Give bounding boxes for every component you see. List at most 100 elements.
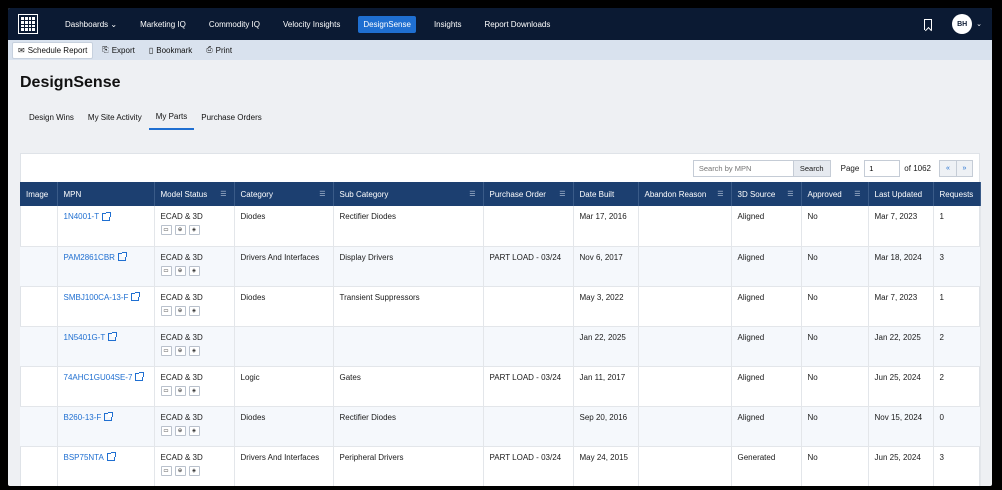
filter-icon[interactable]: ☰ [717, 191, 724, 198]
col-category[interactable]: Category ☰ [234, 182, 334, 206]
filter-icon[interactable]: ☰ [220, 191, 227, 198]
top-nav: Dashboards ⌄ Marketing IQ Commodity IQ V… [8, 8, 992, 40]
mpn-link[interactable]: BSP75NTA [63, 452, 116, 462]
printer-icon: ⎙ [206, 45, 213, 54]
col-model-status[interactable]: Model Status ☰ [154, 182, 235, 206]
prev-page-button[interactable]: « [940, 160, 956, 176]
table-row[interactable]: SMBJ100CA-13-F ECAD & 3D ▭ ⊕ ◈ Diodes Transien… [20, 286, 981, 327]
3d-model-icon[interactable]: ◈ [188, 465, 200, 476]
symbol-icon[interactable]: ⊕ [174, 345, 186, 356]
footprint-icon[interactable]: ▭ [160, 225, 172, 235]
table-row[interactable]: PAM2861CBR ECAD & 3D ▭ ⊕ ◈ Drivers And Interf… [20, 246, 981, 287]
cell-status: ECAD & 3D ▭ ⊕ ◈ [154, 246, 235, 287]
mpn-link[interactable]: SMBJ100CA-13-F [64, 292, 141, 302]
table-row[interactable]: B260-13-F ECAD & 3D ▭ ⊕ ◈ Diodes Rectifier Dio… [20, 406, 981, 447]
table-row[interactable]: 74AHC1GU04SE-7 ECAD & 3D ▭ ⊕ ◈ Logic Gates PART… [20, 366, 981, 407]
symbol-icon[interactable]: ⊕ [174, 225, 186, 235]
3d-model-icon[interactable]: ◈ [188, 225, 200, 235]
cell-source: Aligned [731, 366, 802, 407]
search-button[interactable]: Search [792, 159, 831, 177]
cell-category: Drivers And Interfaces [234, 446, 334, 486]
model-status-text: ECAD & 3D [160, 292, 203, 302]
footprint-icon[interactable]: ▭ [160, 465, 172, 476]
cell-mpn: PAM2861CBR [57, 246, 155, 287]
table-row[interactable]: BSP75NTA ECAD & 3D ▭ ⊕ ◈ Drivers And Interfac… [20, 446, 981, 486]
mpn-link[interactable]: 1N5401G-T [64, 332, 118, 342]
cell-po [483, 286, 574, 327]
tab-my-site-activity[interactable]: My Site Activity [87, 112, 142, 122]
external-link-icon[interactable] [102, 211, 112, 221]
col-image[interactable]: Image [20, 182, 58, 206]
3d-model-icon[interactable]: ◈ [188, 425, 200, 436]
tab-my-parts[interactable]: My Parts [148, 104, 195, 130]
filter-icon[interactable]: ☰ [854, 191, 861, 198]
bookmark-icon[interactable] [924, 18, 933, 30]
symbol-icon[interactable]: ⊕ [174, 265, 186, 276]
page-number-input[interactable] [864, 159, 901, 177]
cell-abandon [638, 326, 732, 367]
grid-logo-icon[interactable] [18, 14, 38, 34]
next-page-button[interactable]: » [956, 160, 972, 176]
symbol-icon[interactable]: ⊕ [174, 385, 186, 396]
nav-designsense[interactable]: DesignSense [358, 15, 416, 33]
col-requests[interactable]: Requests [933, 182, 981, 206]
external-link-icon[interactable] [135, 372, 145, 381]
footprint-icon[interactable]: ▭ [160, 425, 172, 436]
mpn-text: BSP75NTA [63, 452, 104, 462]
export-button[interactable]: ⎘ Export [97, 42, 140, 58]
col-approved[interactable]: Approved ☰ [801, 182, 869, 206]
filter-icon[interactable]: ☰ [319, 191, 326, 198]
cell-mpn: 1N4001-T [57, 206, 155, 247]
3d-model-icon[interactable]: ◈ [188, 345, 200, 356]
search-input[interactable] [692, 159, 793, 177]
external-link-icon[interactable] [131, 292, 141, 301]
bookmark-button[interactable]: ▯ Bookmark [144, 43, 197, 58]
print-button[interactable]: ⎙ Print [201, 42, 237, 58]
external-link-icon[interactable] [106, 452, 116, 461]
nav-insights[interactable]: Insights [433, 19, 462, 29]
tab-purchase-orders[interactable]: Purchase Orders [201, 112, 262, 122]
col-date-built[interactable]: Date Built [573, 182, 639, 206]
nav-velocity-insights[interactable]: Velocity Insights [282, 19, 341, 29]
col-abandon-reason[interactable]: Abandon Reason ☰ [638, 182, 732, 206]
mpn-link[interactable]: 74AHC1GU04SE-7 [64, 372, 145, 382]
cell-requests: 1 [933, 286, 981, 327]
external-link-icon[interactable] [104, 412, 114, 421]
filter-icon[interactable]: ☰ [469, 191, 476, 198]
footprint-icon[interactable]: ▭ [160, 385, 172, 396]
nav-marketing-iq[interactable]: Marketing IQ [140, 19, 186, 29]
app-window: Dashboards ⌄ Marketing IQ Commodity IQ V… [8, 8, 992, 486]
tab-design-wins[interactable]: Design Wins [29, 112, 74, 122]
footprint-icon[interactable]: ▭ [160, 345, 172, 356]
filter-icon[interactable]: ☰ [787, 191, 794, 198]
mpn-link[interactable]: B260-13-F [64, 412, 114, 422]
chevron-down-icon[interactable]: ⌄ [976, 21, 982, 28]
external-link-icon[interactable] [117, 252, 127, 261]
col-mpn[interactable]: MPN [57, 182, 155, 206]
avatar[interactable]: BH [952, 14, 973, 34]
filter-icon[interactable]: ☰ [559, 191, 566, 198]
symbol-icon[interactable]: ⊕ [174, 305, 186, 316]
col-sub-category[interactable]: Sub Category ☰ [333, 182, 484, 206]
nav-commodity-iq[interactable]: Commodity IQ [208, 19, 260, 29]
model-icons: ▭ ⊕ ◈ [160, 465, 228, 476]
nav-report-downloads[interactable]: Report Downloads [484, 19, 551, 29]
table-row[interactable]: 1N4001-T ECAD & 3D ▭ ⊕ ◈ Diodes Rectifier Diod… [20, 206, 981, 247]
table-row[interactable]: 1N5401G-T ECAD & 3D ▭ ⊕ ◈ Jan 22, 2025 Aligned… [20, 326, 981, 367]
external-link-icon[interactable] [108, 332, 118, 341]
footprint-icon[interactable]: ▭ [160, 305, 172, 316]
mpn-link[interactable]: 1N4001-T [64, 211, 112, 221]
cell-built: Sep 20, 2016 [573, 406, 639, 447]
col-purchase-order[interactable]: Purchase Order ☰ [483, 182, 574, 206]
3d-model-icon[interactable]: ◈ [188, 385, 200, 396]
symbol-icon[interactable]: ⊕ [174, 425, 186, 436]
3d-model-icon[interactable]: ◈ [188, 305, 200, 316]
3d-model-icon[interactable]: ◈ [188, 265, 200, 276]
footprint-icon[interactable]: ▭ [160, 265, 172, 276]
nav-dashboards[interactable]: Dashboards ⌄ [65, 19, 118, 29]
col-3d-source[interactable]: 3D Source ☰ [731, 182, 802, 206]
mpn-link[interactable]: PAM2861CBR [64, 252, 127, 262]
col-last-updated[interactable]: Last Updated [868, 182, 934, 206]
schedule-report-button[interactable]: ✉ Schedule Report [12, 41, 94, 59]
symbol-icon[interactable]: ⊕ [174, 465, 186, 476]
